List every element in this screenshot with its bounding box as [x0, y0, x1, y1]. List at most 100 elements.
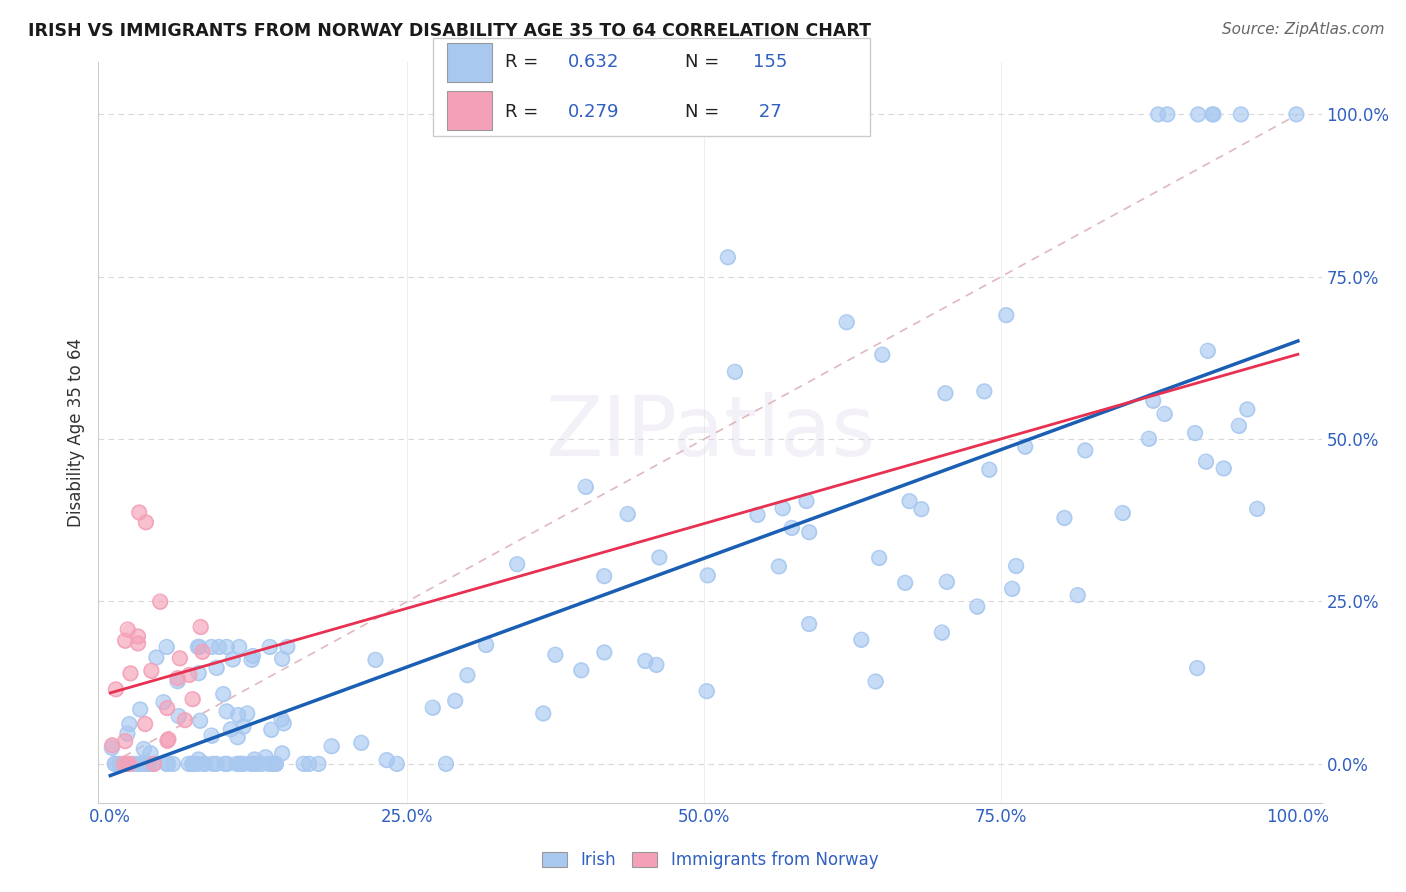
- Point: [1197, 343, 1219, 358]
- Point: [232, 756, 254, 771]
- Point: [112, 756, 135, 771]
- Point: [142, 756, 165, 771]
- Point: [696, 568, 718, 582]
- Point: [456, 668, 478, 682]
- Point: [444, 694, 467, 708]
- Point: [799, 525, 821, 540]
- Point: [1184, 425, 1206, 440]
- Point: [1187, 107, 1209, 121]
- Bar: [447, 43, 492, 82]
- Point: [219, 723, 242, 737]
- Point: [1156, 107, 1178, 121]
- Point: [1153, 407, 1175, 421]
- Point: [149, 594, 172, 608]
- Point: [155, 756, 177, 771]
- Point: [1201, 107, 1223, 121]
- Point: [1195, 454, 1218, 468]
- Point: [308, 756, 330, 771]
- Point: [264, 756, 287, 771]
- Point: [232, 720, 254, 734]
- Point: [181, 692, 204, 706]
- Point: [298, 756, 321, 771]
- Point: [935, 574, 957, 589]
- Point: [270, 712, 292, 726]
- Point: [696, 684, 718, 698]
- Point: [1053, 511, 1076, 525]
- Point: [835, 315, 858, 329]
- Point: [228, 640, 250, 654]
- Point: [208, 640, 231, 654]
- Point: [167, 709, 190, 723]
- Point: [127, 630, 149, 644]
- Point: [193, 756, 215, 771]
- Point: [232, 720, 254, 734]
- Point: [1137, 432, 1160, 446]
- Point: [183, 756, 205, 771]
- Point: [166, 674, 188, 689]
- Point: [1246, 501, 1268, 516]
- Point: [271, 747, 294, 761]
- Point: [191, 645, 214, 659]
- Point: [747, 508, 769, 522]
- Point: [780, 521, 803, 535]
- Point: [177, 756, 200, 771]
- Point: [157, 756, 180, 771]
- Point: [254, 750, 277, 764]
- Point: [1227, 418, 1250, 433]
- Text: 0.632: 0.632: [568, 54, 620, 71]
- Point: [129, 756, 152, 771]
- FancyBboxPatch shape: [433, 37, 870, 136]
- Point: [593, 645, 616, 659]
- Point: [157, 732, 180, 747]
- Point: [128, 506, 150, 520]
- Point: [243, 756, 266, 771]
- Point: [225, 756, 247, 771]
- Point: [910, 502, 932, 516]
- Point: [273, 716, 295, 731]
- Point: [797, 617, 820, 632]
- Point: [979, 463, 1001, 477]
- Point: [835, 315, 858, 329]
- Point: [177, 756, 200, 771]
- Point: [242, 756, 264, 771]
- Point: [129, 702, 152, 716]
- Point: [934, 386, 956, 401]
- Point: [200, 640, 222, 654]
- Point: [851, 632, 873, 647]
- Point: [350, 736, 373, 750]
- Point: [188, 640, 211, 654]
- Point: [104, 756, 127, 771]
- Point: [193, 756, 215, 771]
- Point: [120, 666, 142, 681]
- Point: [385, 756, 408, 771]
- Point: [1285, 107, 1308, 121]
- Text: IRISH VS IMMIGRANTS FROM NORWAY DISABILITY AGE 35 TO 64 CORRELATION CHART: IRISH VS IMMIGRANTS FROM NORWAY DISABILI…: [28, 22, 872, 40]
- Point: [141, 664, 163, 678]
- Point: [270, 712, 292, 726]
- Point: [205, 756, 228, 771]
- Point: [240, 756, 263, 771]
- Point: [1202, 107, 1225, 121]
- Point: [544, 648, 567, 662]
- Point: [1066, 588, 1088, 602]
- Point: [797, 617, 820, 632]
- Point: [222, 652, 245, 666]
- Point: [243, 756, 266, 771]
- Point: [200, 729, 222, 743]
- Text: 0.279: 0.279: [568, 103, 620, 120]
- Point: [104, 756, 127, 771]
- Point: [1212, 461, 1234, 475]
- Point: [894, 575, 917, 590]
- Point: [132, 742, 155, 756]
- Point: [1185, 661, 1208, 675]
- Point: [475, 638, 498, 652]
- Point: [214, 756, 236, 771]
- Point: [292, 756, 315, 771]
- Point: [385, 756, 408, 771]
- Point: [1212, 461, 1234, 475]
- Point: [1156, 107, 1178, 121]
- Point: [205, 661, 228, 675]
- Point: [127, 636, 149, 650]
- Point: [865, 674, 887, 689]
- Point: [254, 750, 277, 764]
